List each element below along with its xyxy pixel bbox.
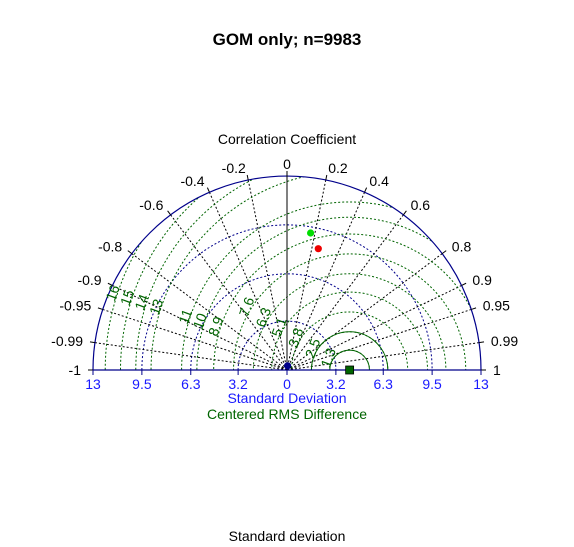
correlation-tick-mark <box>364 187 368 193</box>
correlation-tick-label: 0 <box>283 156 291 172</box>
correlation-grid-line <box>170 214 288 371</box>
rms-contour <box>252 273 447 370</box>
correlation-tick-label: 0.95 <box>483 298 510 314</box>
correlation-tick-label: 0.99 <box>491 333 518 349</box>
rms-tick-label: 1.3 <box>317 346 339 370</box>
correlation-tick-label: 0.8 <box>452 238 472 254</box>
rms-tick-label: 2.5 <box>302 336 324 360</box>
rms-tick-label: 15 <box>117 287 137 307</box>
correlation-axis-title: Correlation Coefficient <box>218 131 356 147</box>
std-axis-title: Standard Deviation <box>227 390 346 406</box>
correlation-grid-line <box>247 179 288 371</box>
correlation-tick-mark <box>441 250 447 255</box>
rms-tick-label: 5.1 <box>268 315 290 339</box>
correlation-tick-mark <box>167 210 172 216</box>
std-tick-label: 3.2 <box>326 376 346 392</box>
correlation-tick-label: 0.9 <box>472 272 492 288</box>
std-grid-arc <box>190 273 384 371</box>
rms-tick-label: 6.3 <box>252 305 274 329</box>
bottom-axis-label: Standard deviation <box>228 528 346 544</box>
correlation-grid-line <box>286 179 327 371</box>
correlation-tick-label: 0.2 <box>328 160 348 176</box>
correlation-grid-line <box>286 308 472 371</box>
correlation-tick-label: -0.9 <box>77 272 101 288</box>
correlation-tick-label: 0.4 <box>369 173 389 189</box>
correlation-grid-line <box>286 342 480 371</box>
rms-tick-label: 8.9 <box>205 314 227 338</box>
data-point <box>314 245 322 253</box>
std-tick-label: 9.5 <box>132 376 152 392</box>
rms-contour <box>291 311 409 370</box>
reference-marker <box>345 365 355 375</box>
correlation-tick-label: -0.4 <box>180 173 204 189</box>
correlation-tick-label: -1 <box>69 362 82 378</box>
correlation-grid-line <box>131 253 288 371</box>
label-layer: -1 -0.99 -0.95 -0.9 -0.8 -0.6 -0.4 -0.2 0 0.2 0.4 0… <box>51 156 518 392</box>
correlation-tick-mark <box>89 341 96 344</box>
correlation-grid-line <box>94 342 288 371</box>
rms-tick-label: 10 <box>190 311 210 331</box>
rms-tick-label: 13 <box>146 297 166 317</box>
rms-contour <box>213 233 481 370</box>
points-layer <box>284 229 355 375</box>
std-tick-label: 13 <box>85 376 101 392</box>
correlation-tick-label: 0.6 <box>411 197 431 213</box>
correlation-tick-mark <box>206 187 210 193</box>
correlation-tick-label: -0.6 <box>139 197 163 213</box>
std-tick-label: 3.2 <box>228 376 248 392</box>
correlation-tick-mark <box>127 250 133 255</box>
correlation-tick-mark <box>246 174 249 181</box>
std-tick-label: 9.5 <box>422 376 442 392</box>
correlation-tick-label: -0.2 <box>222 160 246 176</box>
std-tick-label: 6.3 <box>181 376 201 392</box>
data-point <box>284 362 292 370</box>
correlation-tick-mark <box>461 282 467 286</box>
correlation-grid-line <box>112 284 288 371</box>
chart-title: GOM only; n=9983 <box>212 30 362 49</box>
std-tick-label: 6.3 <box>373 376 393 392</box>
rms-tick-label: 7.6 <box>236 295 258 319</box>
correlation-tick-label: -0.8 <box>98 238 122 254</box>
axis-layer <box>88 171 486 375</box>
rms-tick-label: 11 <box>175 307 195 326</box>
correlation-tick-mark <box>97 307 103 310</box>
rms-tick-label: 16 <box>102 283 122 303</box>
rms-tick-label: 3.8 <box>285 325 307 349</box>
correlation-tick-label: -0.99 <box>51 333 83 349</box>
correlation-tick-mark <box>478 341 485 344</box>
correlation-grid-line <box>208 191 288 371</box>
rms-axis-title: Centered RMS Difference <box>207 406 367 422</box>
std-tick-label: 13 <box>473 376 489 392</box>
correlation-grid-line <box>102 308 288 371</box>
rms-contour-solid <box>310 331 389 370</box>
correlation-grid-line <box>286 284 462 371</box>
data-point <box>307 229 315 237</box>
std-tick-label: 0 <box>283 376 291 392</box>
rms-tick-label: 14 <box>131 292 151 312</box>
correlation-tick-mark <box>325 174 328 181</box>
std-grid-arc <box>141 224 433 371</box>
correlation-tick-label: -0.95 <box>59 298 91 314</box>
correlation-tick-mark <box>471 307 477 310</box>
correlation-tick-label: 1 <box>493 362 501 378</box>
correlation-tick-mark <box>402 210 407 216</box>
correlation-tick-mark <box>107 282 113 286</box>
correlation-grid-line <box>286 253 443 371</box>
rms-contour <box>135 176 481 370</box>
